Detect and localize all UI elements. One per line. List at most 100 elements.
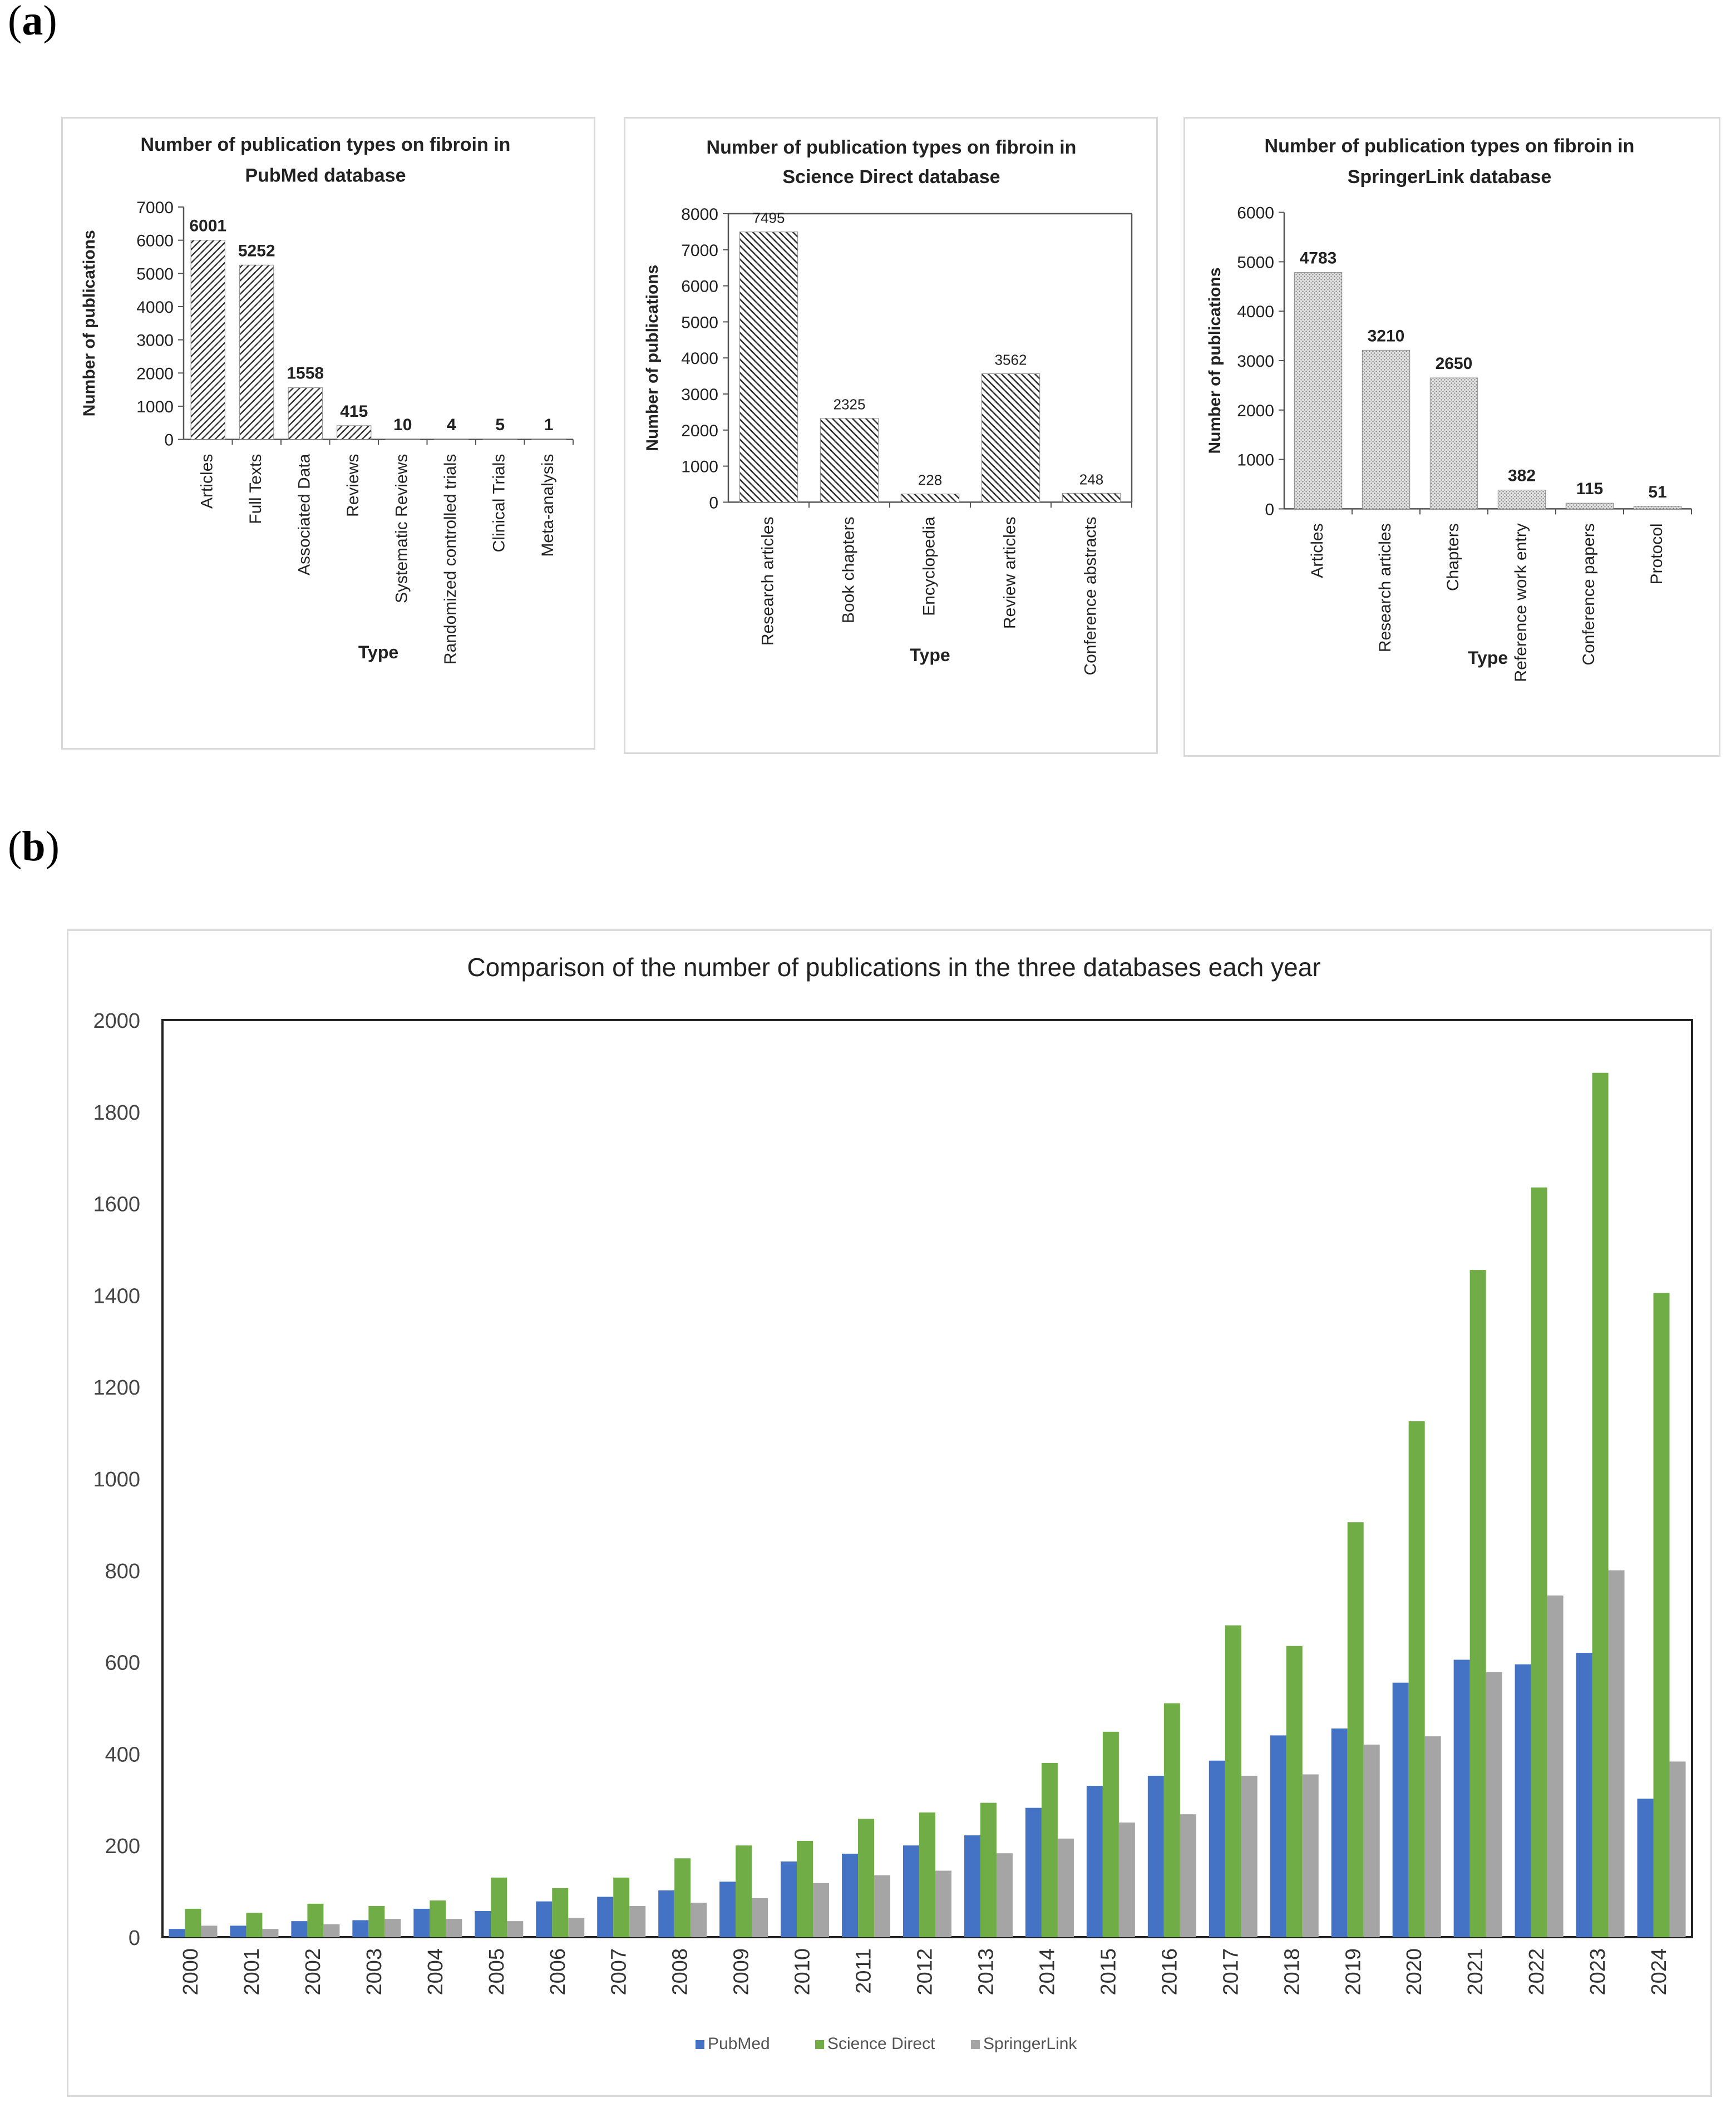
bar-springerlink-2024 (1669, 1761, 1686, 1937)
x-tick-label-year-2002: 2002 (302, 1948, 325, 1996)
panel-label-b-open: ( (8, 823, 22, 870)
bar-pubmed-2024 (1637, 1799, 1654, 1937)
bar-pubmed-2011 (842, 1854, 859, 1937)
bar-pubmed (239, 264, 274, 440)
bar-pubmed (531, 439, 566, 440)
chart-springerlink: Number of publication types on fibroin i… (1206, 136, 1692, 682)
bar-sciencedirect (739, 232, 798, 503)
x-tick-label-sciencedirect: Review articles (1000, 516, 1019, 629)
data-label-pubmed: 6001 (189, 217, 226, 235)
y-tick-label-sciencedirect: 7000 (681, 242, 718, 260)
bar-springerlink-2005 (507, 1921, 524, 1937)
bar-science-direct-2006 (552, 1888, 569, 1937)
bar-springerlink-2015 (1118, 1823, 1135, 1937)
bar-sciencedirect (1062, 492, 1121, 503)
bar-springerlink-2011 (874, 1875, 891, 1937)
bar-springerlink (1565, 503, 1614, 509)
x-tick-label-springerlink: Chapters (1444, 523, 1462, 591)
bar-pubmed-2001 (230, 1925, 246, 1937)
y-tick-label-pubmed: 0 (164, 431, 174, 450)
bar-springerlink-2021 (1486, 1672, 1502, 1937)
bar-springerlink-2020 (1424, 1736, 1441, 1937)
bar-springerlink-2008 (691, 1903, 707, 1937)
bar-sciencedirect (981, 373, 1040, 503)
legend-swatch-springerlink (971, 2040, 980, 2049)
bar-science-direct-2009 (736, 1845, 752, 1937)
bar-science-direct-2022 (1531, 1187, 1547, 1937)
bar-pubmed (190, 240, 225, 440)
y-tick-label-pubmed: 2000 (136, 365, 174, 383)
x-tick-label-year-2021: 2021 (1464, 1948, 1487, 1996)
y-tick-label-sciencedirect: 5000 (681, 313, 718, 332)
y-tick-label-yearly: 800 (105, 1560, 140, 1583)
bar-science-direct-2008 (674, 1858, 691, 1937)
y-tick-label-yearly: 1200 (93, 1376, 140, 1400)
x-tick-label-springerlink: Reference work entry (1512, 523, 1530, 682)
legend-swatch-science-direct (815, 2040, 824, 2049)
bar-pubmed-2005 (475, 1911, 491, 1937)
chart-title-sciencedirect-line-1: Number of publication types on fibroin i… (707, 137, 1077, 158)
y-tick-label-yearly: 1800 (93, 1101, 140, 1125)
bar-science-direct-2010 (797, 1840, 813, 1937)
chart-frame-pubmed (61, 117, 595, 750)
x-tick-label-year-2018: 2018 (1280, 1948, 1304, 1996)
bar-springerlink-2002 (323, 1924, 340, 1937)
chart-title-springerlink-line-2: SpringerLink database (1348, 166, 1552, 188)
x-tick-label-year-2014: 2014 (1035, 1948, 1059, 1996)
data-label-sciencedirect: 7495 (753, 210, 785, 226)
data-label-springerlink: 4783 (1300, 249, 1337, 268)
data-label-pubmed: 5252 (238, 242, 275, 260)
data-label-pubmed: 10 (393, 416, 412, 434)
chart-title-pubmed-line-1: Number of publication types on fibroin i… (141, 134, 511, 155)
bar-springerlink (1633, 506, 1682, 509)
bar-science-direct-2015 (1102, 1731, 1119, 1937)
bar-pubmed-2004 (413, 1908, 430, 1937)
panel-label-a-open: ( (8, 0, 22, 44)
legend-label-springerlink: SpringerLink (983, 2035, 1077, 2053)
data-label-springerlink: 2650 (1436, 354, 1473, 373)
bar-sciencedirect (900, 494, 960, 503)
bar-springerlink-2009 (752, 1898, 768, 1937)
bar-sciencedirect (820, 418, 879, 503)
x-tick-label-year-2024: 2024 (1648, 1948, 1671, 1996)
data-label-springerlink: 3210 (1368, 327, 1405, 345)
bar-pubmed-2018 (1270, 1735, 1286, 1937)
bar-springerlink-2016 (1180, 1814, 1196, 1937)
bar-pubmed-2015 (1086, 1786, 1103, 1937)
y-tick-label-yearly: 2000 (93, 1009, 140, 1033)
bar-springerlink-2017 (1241, 1775, 1257, 1937)
y-tick-label-pubmed: 4000 (136, 298, 174, 317)
x-tick-label-year-2007: 2007 (608, 1948, 631, 1996)
data-label-pubmed: 1558 (287, 365, 324, 383)
bar-science-direct-2011 (858, 1819, 875, 1937)
y-tick-label-pubmed: 6000 (136, 232, 174, 250)
data-label-springerlink: 115 (1576, 480, 1603, 498)
y-tick-label-springerlink: 1000 (1237, 451, 1274, 470)
chart-sciencedirect: Number of publication types on fibroin i… (643, 137, 1133, 676)
x-tick-label-sciencedirect: Encyclopedia (920, 516, 938, 616)
data-label-pubmed: 415 (340, 402, 368, 421)
bar-springerlink-2000 (201, 1925, 218, 1937)
x-tick-label-pubmed: Meta-analysis (539, 454, 557, 557)
data-label-springerlink: 51 (1648, 483, 1666, 501)
bar-springerlink-2007 (629, 1905, 646, 1937)
y-tick-label-springerlink: 0 (1265, 500, 1274, 519)
x-tick-label-year-2022: 2022 (1525, 1948, 1548, 1996)
x-tick-label-year-2015: 2015 (1097, 1948, 1120, 1996)
y-tick-label-sciencedirect: 0 (709, 494, 718, 512)
x-tick-label-pubmed: Full Texts (246, 454, 265, 524)
chart-frame-sciencedirect (624, 117, 1158, 754)
bar-springerlink-2012 (935, 1870, 951, 1937)
x-tick-label-year-2013: 2013 (974, 1948, 998, 1996)
bar-springerlink-2013 (996, 1853, 1013, 1937)
x-tick-label-sciencedirect: Book chapters (839, 516, 857, 623)
bar-science-direct-2002 (307, 1903, 324, 1937)
bar-springerlink-2006 (568, 1918, 585, 1937)
y-tick-label-yearly: 600 (105, 1652, 140, 1675)
y-tick-label-springerlink: 4000 (1237, 303, 1274, 321)
x-axis-label-pubmed: Type (358, 642, 398, 662)
bar-science-direct-2003 (368, 1905, 385, 1937)
data-label-sciencedirect: 248 (1079, 471, 1103, 487)
bar-pubmed-2013 (964, 1835, 980, 1937)
bar-pubmed (385, 439, 420, 440)
